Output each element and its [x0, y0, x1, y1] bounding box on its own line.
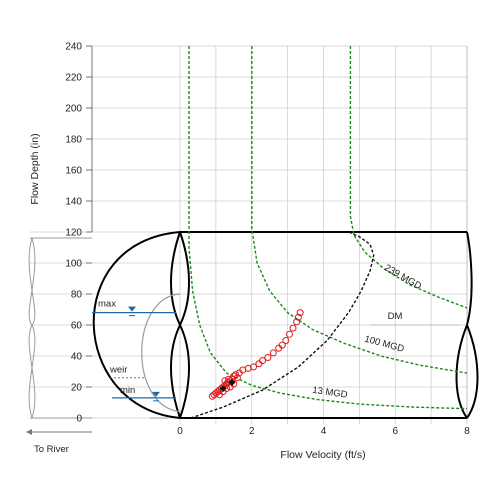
y-tick-label: 240 — [65, 42, 82, 53]
pipe-right-section-b — [466, 324, 479, 419]
pipe-left-section-b — [170, 231, 190, 419]
flow-curve-label-239: 239 MGD — [383, 262, 424, 292]
x-tick-label: 0 — [177, 426, 183, 437]
flow-curve-0 — [349, 46, 468, 309]
observed-points — [208, 309, 304, 400]
observed-point — [275, 344, 283, 352]
y-tick-label: 200 — [65, 104, 82, 115]
y-tick-label: 40 — [71, 352, 83, 363]
grid — [30, 45, 468, 424]
flow-curve-2 — [188, 46, 468, 410]
y-tick-label: 180 — [65, 135, 82, 146]
observed-point — [289, 324, 297, 332]
pipe-right-top — [466, 231, 473, 326]
x-tick-label: 8 — [464, 426, 470, 437]
marker-point — [228, 378, 236, 386]
outfall-section-b — [28, 237, 36, 419]
x-tick-label: 2 — [249, 426, 255, 437]
observed-point — [269, 349, 277, 357]
y-axis-title: Flow Depth (in) — [29, 133, 41, 204]
y-tick-label: 140 — [65, 197, 82, 208]
marker-point — [219, 385, 227, 393]
max-label: max — [98, 299, 116, 310]
min-level-icon — [152, 391, 160, 397]
observed-point — [282, 337, 290, 344]
pipe-left-arc — [92, 231, 181, 419]
capacity-curve — [190, 231, 375, 419]
observed-point — [208, 392, 216, 400]
chart-labels: Flow Velocity (ft/s) Flow Depth (in) To Ri… — [29, 133, 423, 461]
flow-curves — [188, 46, 468, 419]
weir-label: weir — [109, 365, 127, 376]
y-tick-label: 80 — [71, 290, 83, 301]
observed-point — [293, 318, 301, 326]
weir-outline — [141, 293, 181, 413]
dm-label: DM — [388, 311, 403, 322]
observed-point — [210, 391, 218, 399]
observed-point — [235, 369, 243, 377]
outfall-section-a — [28, 237, 36, 419]
observed-point — [233, 374, 241, 382]
observed-point — [294, 313, 302, 321]
y-tick-label: 160 — [65, 166, 82, 177]
y-tick-label: 20 — [71, 383, 83, 394]
flow-curve-label-13: 13 MGD — [312, 385, 349, 401]
max-level-icon — [128, 306, 136, 312]
observed-point — [255, 360, 263, 368]
x-tick-label: 6 — [392, 426, 398, 437]
observed-point — [264, 354, 272, 362]
to-river-arrow-head — [26, 429, 32, 435]
y-tick-label: 220 — [65, 73, 82, 84]
y-tick-label: 100 — [65, 259, 82, 270]
observed-point — [221, 377, 229, 385]
min-label: min — [120, 385, 135, 396]
x-axis-title: Flow Velocity (ft/s) — [280, 449, 365, 461]
observed-point — [296, 309, 304, 317]
observed-point — [285, 330, 293, 338]
axis-ticks: 0 20 40 60 80 100 120 140 160 180 200 220 240 0 2 4 6 8 — [65, 42, 470, 438]
observed-point — [224, 375, 232, 383]
y-tick-label: 120 — [65, 228, 82, 239]
to-river-label: To River — [34, 444, 69, 455]
pipe-right-section-a — [455, 324, 468, 419]
y-tick-label: 60 — [71, 321, 83, 332]
pipe-diagram — [26, 231, 479, 435]
flow-curve-1 — [251, 46, 468, 374]
x-tick-label: 4 — [321, 426, 327, 437]
y-tick-label: 0 — [76, 414, 82, 425]
observed-point — [215, 391, 223, 399]
